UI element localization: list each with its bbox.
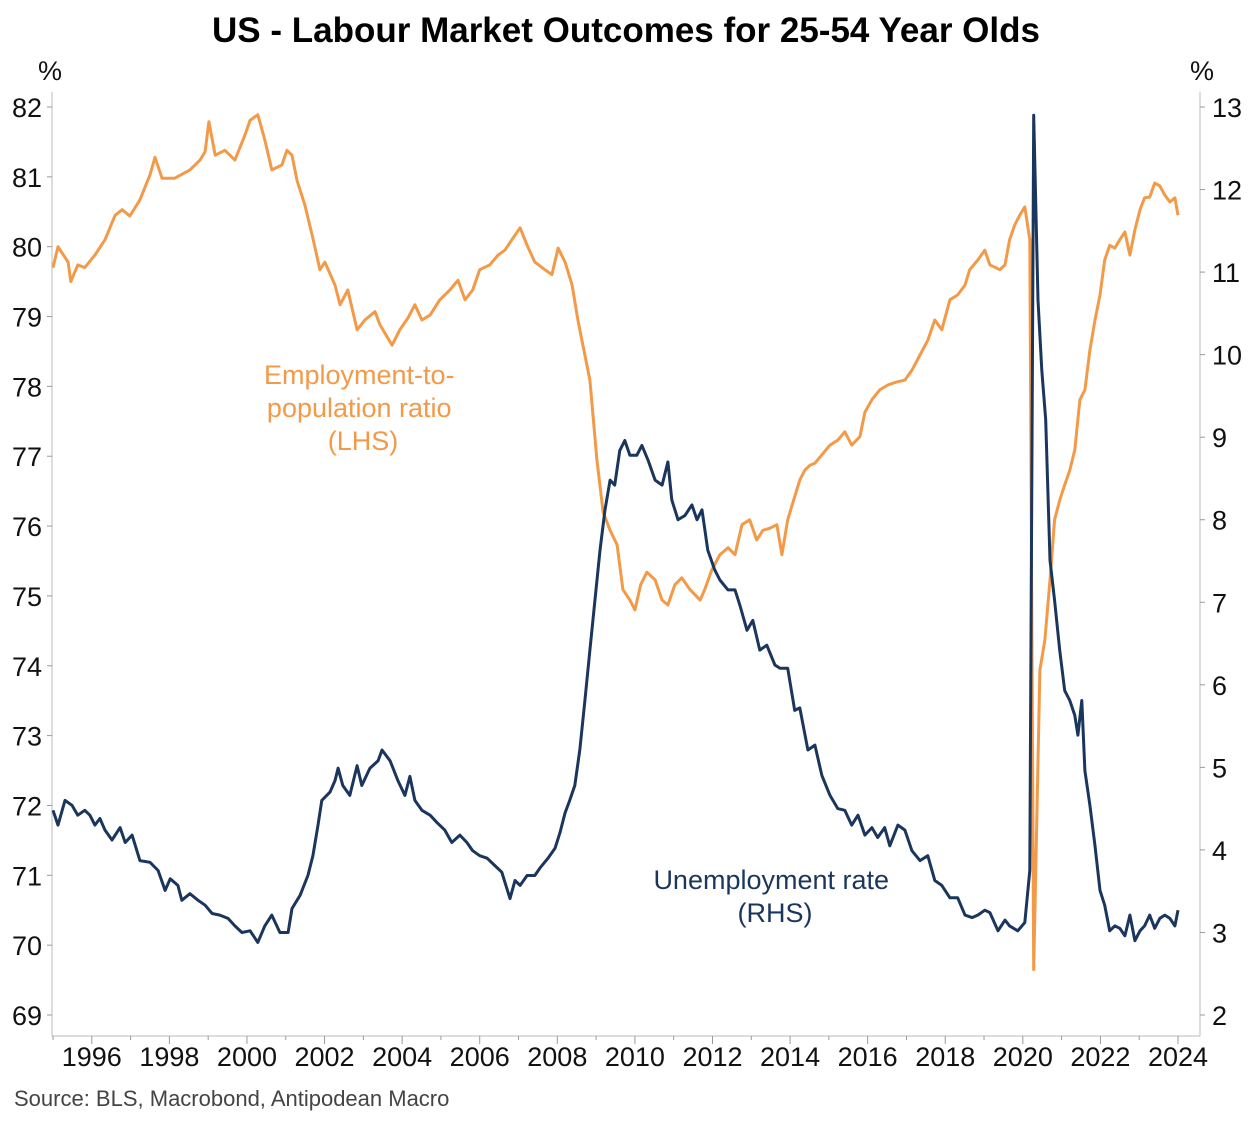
right-tick-label: 11 <box>1212 258 1240 288</box>
unemployment-series-label: Unemployment rate (RHS) <box>653 865 896 928</box>
left-tick-label: 77 <box>12 442 42 472</box>
left-axis-unit: % <box>38 56 62 86</box>
left-tick-label: 71 <box>12 861 42 891</box>
unemployment-label-line: (RHS) <box>738 898 813 928</box>
left-tick-label: 78 <box>12 372 42 402</box>
x-tick-label: 2014 <box>760 1042 820 1072</box>
employment-ratio-line <box>51 113 1180 972</box>
left-tick-label: 74 <box>12 652 42 682</box>
x-tick-label: 2018 <box>915 1042 975 1072</box>
left-tick-label: 79 <box>12 303 42 333</box>
unemployment-label-line: Unemployment rate <box>653 865 889 895</box>
x-tick-label: 2006 <box>450 1042 510 1072</box>
right-tick-label: 13 <box>1212 93 1242 123</box>
left-tick-label: 72 <box>12 791 42 821</box>
right-tick-label: 3 <box>1212 918 1227 948</box>
x-tick-label: 2024 <box>1148 1042 1208 1072</box>
x-tick-label: 2002 <box>295 1042 355 1072</box>
right-tick-label: 4 <box>1212 836 1227 866</box>
x-tick-label: 2022 <box>1070 1042 1130 1072</box>
source-note: Source: BLS, Macrobond, Antipodean Macro <box>14 1086 449 1111</box>
unemployment-rate-line <box>51 113 1180 944</box>
right-tick-label: 8 <box>1212 506 1227 536</box>
left-tick-label: 69 <box>12 1001 42 1031</box>
left-tick-label: 75 <box>12 582 42 612</box>
x-tick-label: 2020 <box>993 1042 1053 1072</box>
left-tick-label: 81 <box>12 163 42 193</box>
right-tick-label: 12 <box>1212 176 1242 206</box>
employment-label-line: (LHS) <box>328 426 399 456</box>
axes: 6970717273747576777879808182234567891011… <box>12 92 1242 1072</box>
employment-label-line: Employment-to- <box>264 360 455 390</box>
x-tick-label: 2004 <box>372 1042 432 1072</box>
employment-series-label: Employment-to- population ratio (LHS) <box>264 360 462 456</box>
left-tick-label: 73 <box>12 722 42 752</box>
right-tick-label: 2 <box>1212 1001 1227 1031</box>
x-tick-label: 2010 <box>605 1042 665 1072</box>
left-tick-label: 70 <box>12 931 42 961</box>
right-tick-label: 10 <box>1212 341 1242 371</box>
x-tick-label: 2008 <box>527 1042 587 1072</box>
right-tick-label: 9 <box>1212 423 1227 453</box>
series-lines <box>51 113 1180 972</box>
left-tick-label: 76 <box>12 512 42 542</box>
right-tick-label: 6 <box>1212 671 1227 701</box>
x-tick-label: 1998 <box>139 1042 199 1072</box>
employment-label-line: population ratio <box>267 393 452 423</box>
left-tick-label: 82 <box>12 93 42 123</box>
right-axis-unit: % <box>1190 56 1214 86</box>
x-tick-label: 2016 <box>838 1042 898 1072</box>
left-tick-label: 80 <box>12 233 42 263</box>
chart-title: US - Labour Market Outcomes for 25-54 Ye… <box>212 11 1040 50</box>
x-tick-label: 1996 <box>62 1042 122 1072</box>
right-tick-label: 7 <box>1212 588 1227 618</box>
right-tick-label: 5 <box>1212 753 1227 783</box>
x-tick-label: 2012 <box>682 1042 742 1072</box>
x-tick-label: 2000 <box>217 1042 277 1072</box>
